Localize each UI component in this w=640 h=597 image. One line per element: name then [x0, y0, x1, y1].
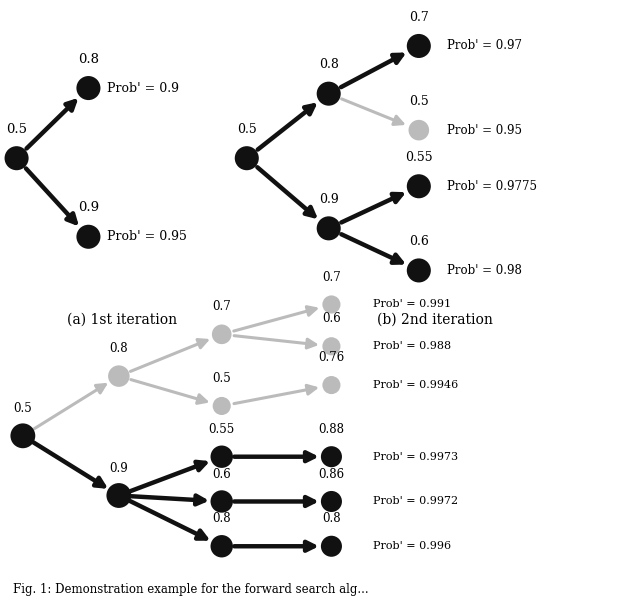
Text: 0.5: 0.5 — [212, 372, 231, 385]
Point — [413, 41, 424, 51]
Text: 0.6: 0.6 — [212, 467, 231, 481]
Text: 0.8: 0.8 — [109, 342, 128, 355]
Point — [83, 83, 93, 93]
Text: 0.55: 0.55 — [209, 423, 235, 436]
Text: 0.5: 0.5 — [6, 123, 27, 136]
Text: 0.9: 0.9 — [109, 461, 128, 475]
Text: Prob' = 0.9946: Prob' = 0.9946 — [372, 380, 458, 390]
Text: 0.8: 0.8 — [322, 512, 340, 525]
Point — [242, 153, 252, 163]
Point — [413, 125, 424, 135]
Text: Prob' = 0.98: Prob' = 0.98 — [447, 264, 522, 277]
Point — [12, 153, 22, 163]
Text: Prob' = 0.988: Prob' = 0.988 — [372, 341, 451, 351]
Point — [114, 371, 124, 381]
Point — [326, 541, 337, 551]
Text: Prob' = 0.9: Prob' = 0.9 — [108, 82, 179, 94]
Text: 0.6: 0.6 — [322, 312, 341, 325]
Text: 0.6: 0.6 — [409, 235, 429, 248]
Point — [83, 232, 93, 242]
Point — [216, 541, 227, 551]
Text: Prob' = 0.95: Prob' = 0.95 — [447, 124, 522, 137]
Text: Prob' = 0.991: Prob' = 0.991 — [372, 300, 451, 309]
Text: 0.9: 0.9 — [78, 201, 99, 214]
Point — [18, 431, 28, 441]
Text: (a) 1st iteration: (a) 1st iteration — [67, 313, 177, 327]
Text: Prob' = 0.9973: Prob' = 0.9973 — [372, 452, 458, 461]
Text: Prob' = 0.97: Prob' = 0.97 — [447, 39, 522, 53]
Point — [216, 330, 227, 339]
Point — [114, 491, 124, 500]
Text: 0.76: 0.76 — [318, 351, 344, 364]
Text: 0.7: 0.7 — [322, 270, 341, 284]
Text: 0.7: 0.7 — [212, 300, 231, 313]
Text: Prob' = 0.95: Prob' = 0.95 — [108, 230, 187, 243]
Point — [324, 89, 334, 99]
Point — [216, 401, 227, 411]
Text: 0.8: 0.8 — [78, 53, 99, 66]
Text: Fig. 1: Demonstration example for the forward search alg...: Fig. 1: Demonstration example for the fo… — [13, 583, 369, 596]
Point — [216, 452, 227, 461]
Point — [413, 181, 424, 191]
Text: (b) 2nd iteration: (b) 2nd iteration — [377, 313, 493, 327]
Point — [326, 300, 337, 309]
Point — [326, 341, 337, 351]
Text: Prob' = 0.9775: Prob' = 0.9775 — [447, 180, 537, 193]
Point — [326, 380, 337, 390]
Point — [216, 497, 227, 506]
Text: 0.8: 0.8 — [212, 512, 231, 525]
Text: 0.88: 0.88 — [319, 423, 344, 436]
Text: 0.55: 0.55 — [405, 151, 433, 164]
Text: 0.9: 0.9 — [319, 193, 339, 206]
Point — [326, 452, 337, 461]
Text: 0.86: 0.86 — [318, 467, 344, 481]
Text: 0.5: 0.5 — [13, 402, 32, 415]
Point — [413, 266, 424, 275]
Text: 0.7: 0.7 — [409, 11, 429, 23]
Point — [326, 497, 337, 506]
Text: 0.5: 0.5 — [237, 123, 257, 136]
Text: 0.8: 0.8 — [319, 59, 339, 71]
Point — [324, 223, 334, 233]
Text: Prob' = 0.9972: Prob' = 0.9972 — [372, 497, 458, 506]
Text: 0.5: 0.5 — [409, 95, 429, 107]
Text: Prob' = 0.996: Prob' = 0.996 — [372, 541, 451, 551]
